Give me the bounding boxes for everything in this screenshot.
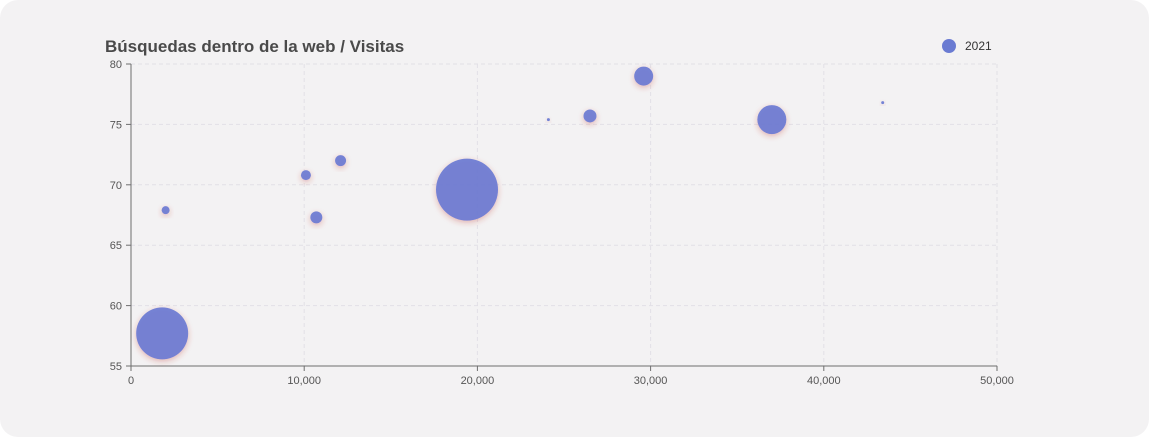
x-tick-label: 30,000 — [634, 375, 668, 387]
data-point — [634, 66, 654, 86]
chart-title: Búsquedas dentro de la web / Visitas — [105, 37, 405, 56]
data-point — [300, 170, 311, 181]
data-point — [757, 105, 787, 135]
data-point — [583, 109, 597, 123]
y-tick-label: 70 — [110, 180, 122, 192]
axes: 0 10,000 20,000 30,000 40,000 50,000 55 60 65 70 7… — [110, 59, 1014, 387]
grid-lines — [131, 63, 998, 366]
data-point — [881, 101, 885, 105]
data-point — [310, 211, 323, 224]
y-tick-label: 65 — [110, 240, 122, 252]
data-point — [335, 155, 347, 167]
legend-label: 2021 — [965, 39, 992, 53]
x-tick-label: 50,000 — [980, 375, 1014, 387]
data-point — [546, 118, 550, 122]
data-point — [161, 206, 170, 215]
y-tick-label: 60 — [110, 301, 122, 313]
y-tick-label: 80 — [110, 59, 122, 71]
y-tick-label: 55 — [110, 361, 122, 373]
x-tick-label: 40,000 — [807, 375, 841, 387]
y-tick-label: 75 — [110, 119, 122, 131]
data-point — [136, 307, 189, 360]
x-tick-label: 20,000 — [461, 375, 495, 387]
data-point — [436, 158, 499, 221]
legend-swatch — [942, 39, 956, 53]
data-points — [136, 66, 885, 360]
x-tick-label: 10,000 — [287, 375, 321, 387]
legend[interactable]: 2021 — [942, 39, 992, 53]
x-tick-label: 0 — [128, 375, 134, 387]
